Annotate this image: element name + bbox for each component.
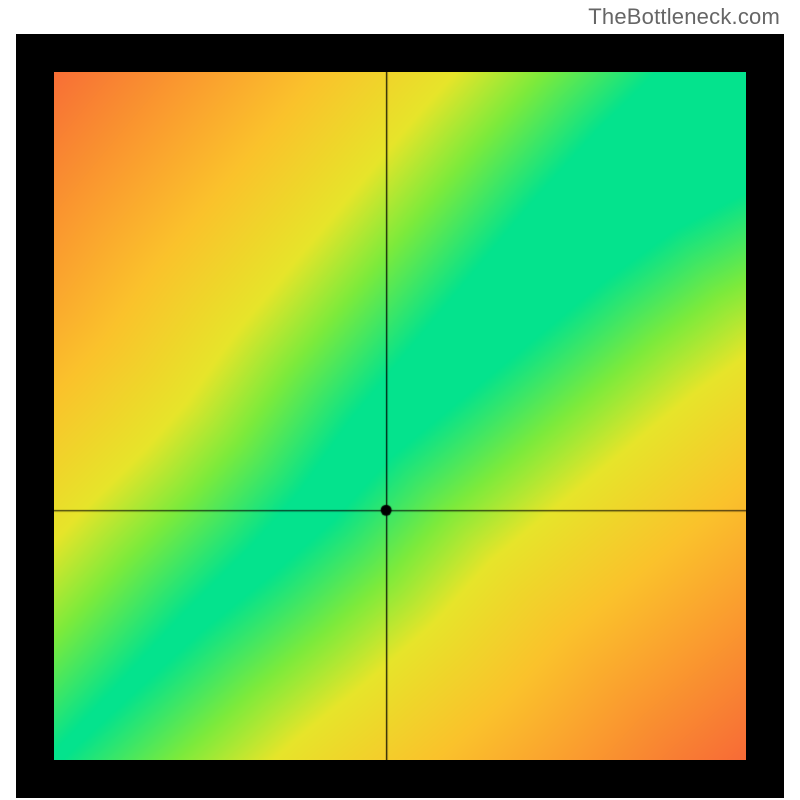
root-container: TheBottleneck.com	[0, 0, 800, 800]
watermark-text: TheBottleneck.com	[588, 4, 780, 30]
crosshair-overlay	[54, 72, 746, 760]
plot-inner	[54, 72, 746, 760]
